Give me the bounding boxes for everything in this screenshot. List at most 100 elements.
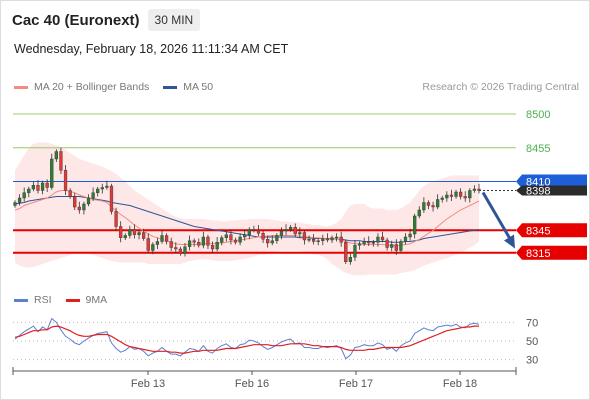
candle [311, 234, 316, 245]
price-label-8500: 8500 [526, 109, 550, 121]
candle [279, 227, 284, 240]
candle [431, 201, 435, 212]
price-label-box [516, 245, 587, 260]
candle [73, 192, 77, 210]
candle-body [155, 241, 160, 245]
candle [334, 233, 339, 242]
candle-body [45, 182, 49, 188]
candle-body [109, 185, 114, 212]
candle-body [330, 237, 334, 241]
candle-body [151, 244, 155, 251]
candle-body [183, 246, 187, 254]
candle-body [298, 232, 302, 235]
candle [390, 240, 394, 252]
candle-body [164, 235, 169, 242]
candle-body [96, 188, 100, 193]
candle [187, 235, 192, 251]
candle-body [252, 229, 256, 231]
candle-body [142, 232, 146, 239]
candle-body [247, 229, 251, 235]
candle [210, 241, 215, 254]
candle [123, 233, 127, 240]
candle [316, 238, 320, 246]
candle-body [445, 194, 449, 199]
candle [224, 231, 228, 242]
candle-body [275, 235, 279, 241]
candle [243, 229, 247, 241]
candle [142, 228, 146, 241]
price-label-8345: 8345 [516, 223, 587, 238]
candle-body [54, 151, 58, 160]
candle [293, 223, 297, 237]
timeframe-badge[interactable]: 30 MIN [147, 9, 201, 31]
candle-body [266, 239, 270, 244]
candle-body [59, 151, 63, 171]
candle [417, 206, 421, 219]
instrument-title: Cac 40 (Euronext) [12, 11, 140, 29]
candle [408, 228, 412, 241]
candle-body [357, 243, 362, 246]
rsi-tick-label: 70 [526, 317, 538, 329]
candle [178, 246, 183, 256]
datetime: Wednesday, February 18, 2026 11:11:34 AM… [14, 42, 289, 56]
candle-body [334, 236, 339, 239]
candle [206, 234, 210, 249]
candle-body [463, 196, 467, 199]
candle [183, 243, 187, 257]
price-label-box [516, 223, 587, 238]
candle-body [82, 203, 86, 211]
candle-body [229, 234, 233, 241]
candle [77, 201, 81, 214]
price-label-8455: 8455 [526, 143, 550, 155]
candle [54, 149, 58, 162]
candle-body [233, 239, 238, 243]
copyright: Research © 2026 Trading Central [422, 81, 579, 93]
candle [238, 233, 242, 246]
candle-body [413, 215, 417, 235]
price-label-text: 8455 [526, 143, 550, 155]
candle-body [316, 240, 320, 242]
price-label-text: 8345 [526, 225, 550, 237]
candle-body [146, 238, 150, 251]
rsi-ma-swatch-icon [65, 298, 80, 302]
candle [151, 242, 155, 255]
candle [233, 237, 238, 245]
candle-body [449, 194, 454, 197]
rsi-line [14, 317, 480, 360]
candle [325, 233, 330, 243]
candle [266, 235, 270, 248]
candle-body [468, 190, 472, 199]
candle [40, 180, 45, 195]
candle-body [119, 226, 123, 238]
candle-body [224, 234, 228, 238]
candle [36, 180, 40, 194]
candle [137, 230, 141, 240]
candle [348, 253, 352, 265]
candle-body [238, 236, 242, 243]
candle [376, 233, 380, 247]
ma50-swatch-icon [163, 85, 178, 89]
candle-body [77, 206, 81, 211]
candle [380, 231, 385, 243]
candle-body [123, 235, 127, 238]
candle [201, 231, 205, 249]
price-label-8315: 8315 [516, 245, 587, 260]
candle [289, 225, 293, 232]
candle-body [321, 238, 325, 241]
candle [17, 194, 22, 206]
price-label-box [516, 185, 587, 196]
candle [114, 207, 118, 231]
candle-body [289, 227, 293, 230]
candle-body [215, 242, 219, 250]
x-tick-label: Feb 17 [339, 378, 373, 390]
candle-body [31, 185, 36, 190]
candle [422, 197, 426, 213]
rsi-tick-label: 30 [526, 355, 538, 367]
candle-body [422, 202, 426, 211]
candle-body [302, 232, 307, 241]
candle [100, 183, 104, 194]
rsi-tick-label: 50 [526, 336, 538, 348]
candle-body [261, 233, 265, 240]
